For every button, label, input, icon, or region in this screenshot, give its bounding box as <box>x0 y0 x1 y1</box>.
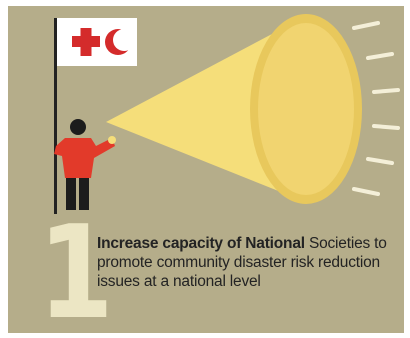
red-crescent-icon <box>105 29 135 55</box>
caption-text: Increase capacity of National Societies … <box>97 234 397 291</box>
infographic-card: 1 Increase capacity of National Societie… <box>8 6 404 333</box>
flag-icon <box>57 18 137 66</box>
megaphone-icon <box>106 14 362 204</box>
caption-rest: Societies to promote community disaster … <box>97 235 387 290</box>
step-number: 1 <box>38 199 114 334</box>
person-icon <box>54 119 116 210</box>
caption-bold: Increase capacity of National <box>97 235 305 252</box>
red-cross-icon <box>72 28 100 56</box>
sound-rays-icon <box>352 21 400 196</box>
flag-pole <box>54 18 57 214</box>
megaphone-scene <box>54 14 400 214</box>
